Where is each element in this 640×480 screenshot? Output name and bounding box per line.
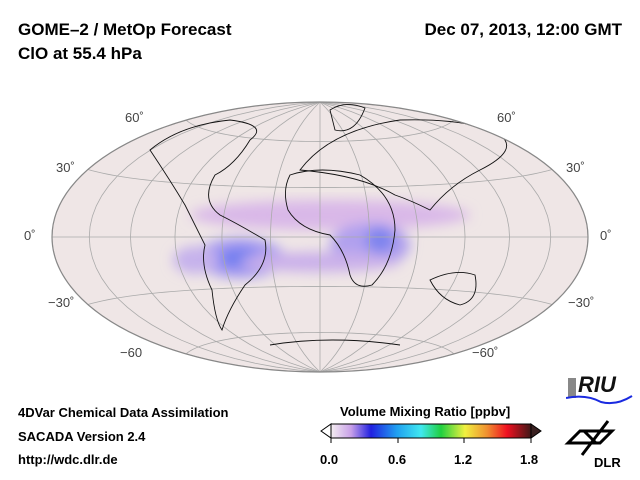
- lat-label-left-60: 60˚: [125, 110, 144, 125]
- forecast-datetime: Dec 07, 2013, 12:00 GMT: [424, 20, 622, 39]
- title-line1: GOME–2 / MetOp Forecast: [18, 20, 232, 39]
- lat-label-right-m30: −30˚: [568, 295, 595, 310]
- riu-logo: RIU: [566, 372, 636, 406]
- meridian-line: [319, 102, 552, 372]
- colorbar-title: Volume Mixing Ratio [ppbv]: [340, 404, 511, 419]
- meridian-line: [270, 102, 321, 372]
- meridian-line: [319, 102, 466, 372]
- footer-link[interactable]: http://wdc.dlr.de: [18, 452, 118, 467]
- dlr-emblem-icon: [564, 420, 616, 456]
- lat-label-left-30: 30˚: [56, 160, 75, 175]
- clo-field: [173, 200, 470, 278]
- colorbar-tick-0: 0.0: [320, 452, 339, 467]
- title-line2: ClO at 55.4 hPa: [18, 44, 142, 63]
- lat-label-left-0: 0˚: [24, 228, 36, 243]
- colorbar-tick-2: 1.2: [454, 452, 473, 467]
- lat-label-left-m60: −60: [120, 345, 143, 360]
- meridian-line: [319, 102, 419, 372]
- meridian-line: [174, 102, 321, 372]
- lat-label-right-m60: −60˚: [472, 345, 499, 360]
- footer-line1: 4DVar Chemical Data Assimilation: [18, 405, 229, 420]
- meridian-line: [319, 102, 370, 372]
- lat-label-left-m30: −30˚: [48, 295, 75, 310]
- meridian-line: [319, 102, 510, 372]
- cathedral-icon: [568, 378, 576, 398]
- riu-logo-text: RIU: [578, 372, 616, 397]
- dlr-logo: DLR: [562, 415, 632, 475]
- graticule: [52, 102, 588, 372]
- map-outline: [51, 101, 589, 373]
- dlr-logo-text: DLR: [594, 455, 621, 470]
- meridian-line: [221, 102, 321, 372]
- footer-line2: SACADA Version 2.4: [18, 429, 146, 444]
- lat-label-right-30: 30˚: [566, 160, 585, 175]
- colorbar-tick-3: 1.8: [520, 452, 539, 467]
- meridian-line: [88, 102, 321, 372]
- coastlines: [149, 104, 508, 346]
- lat-label-right-60: 60˚: [497, 110, 516, 125]
- meridian-line: [130, 102, 321, 372]
- lat-label-right-0: 0˚: [600, 228, 612, 243]
- colorbar-tick-1: 0.6: [388, 452, 407, 467]
